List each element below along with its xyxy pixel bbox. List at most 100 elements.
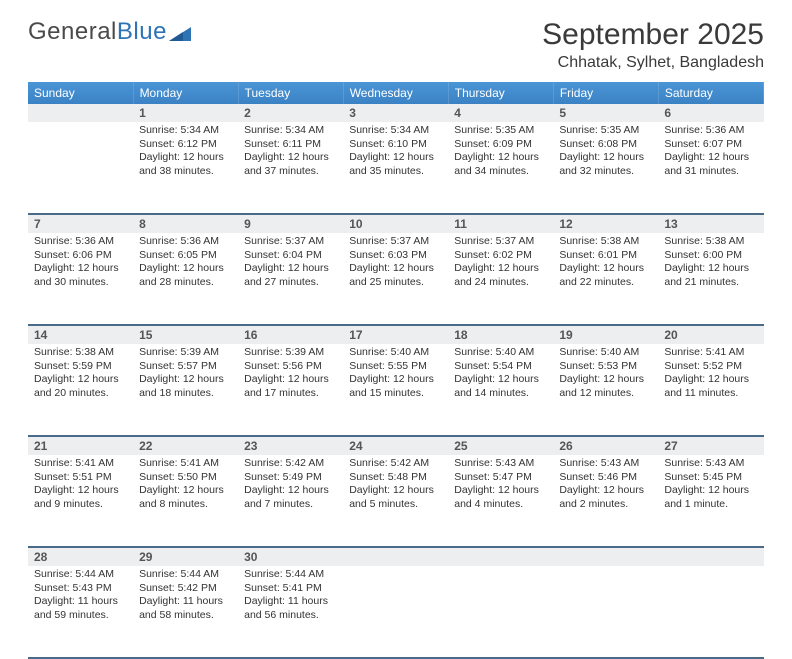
- day-number: 3: [343, 104, 448, 122]
- day-cell-content: Sunrise: 5:40 AMSunset: 5:55 PMDaylight:…: [343, 344, 448, 416]
- day-info-line: Sunrise: 5:38 AM: [34, 346, 127, 360]
- week-row: Sunrise: 5:38 AMSunset: 5:59 PMDaylight:…: [28, 344, 764, 436]
- day-header: Sunday: [28, 82, 133, 104]
- day-info-line: Daylight: 12 hours and 7 minutes.: [244, 484, 337, 511]
- day-info-line: Sunset: 6:04 PM: [244, 249, 337, 263]
- week-row: Sunrise: 5:41 AMSunset: 5:51 PMDaylight:…: [28, 455, 764, 547]
- daynum-row: 14151617181920: [28, 325, 764, 344]
- title-block: September 2025 Chhatak, Sylhet, Banglade…: [542, 18, 764, 72]
- day-cell: [658, 566, 763, 658]
- day-cell-content: Sunrise: 5:37 AMSunset: 6:03 PMDaylight:…: [343, 233, 448, 305]
- day-info-line: Sunrise: 5:42 AM: [349, 457, 442, 471]
- day-cell-content: Sunrise: 5:43 AMSunset: 5:45 PMDaylight:…: [658, 455, 763, 527]
- day-info-line: Sunset: 5:54 PM: [454, 360, 547, 374]
- day-info-line: Daylight: 12 hours and 2 minutes.: [559, 484, 652, 511]
- day-cell-content: Sunrise: 5:39 AMSunset: 5:56 PMDaylight:…: [238, 344, 343, 416]
- day-cell: Sunrise: 5:35 AMSunset: 6:09 PMDaylight:…: [448, 122, 553, 214]
- day-info-line: Sunset: 6:01 PM: [559, 249, 652, 263]
- day-info-line: Daylight: 12 hours and 14 minutes.: [454, 373, 547, 400]
- day-info-line: Sunset: 5:57 PM: [139, 360, 232, 374]
- day-info-line: Daylight: 12 hours and 20 minutes.: [34, 373, 127, 400]
- day-info-line: Sunrise: 5:40 AM: [559, 346, 652, 360]
- day-cell: Sunrise: 5:43 AMSunset: 5:47 PMDaylight:…: [448, 455, 553, 547]
- day-info-line: Daylight: 12 hours and 22 minutes.: [559, 262, 652, 289]
- day-cell-content: Sunrise: 5:36 AMSunset: 6:07 PMDaylight:…: [658, 122, 763, 194]
- day-info-line: Sunset: 6:09 PM: [454, 138, 547, 152]
- day-info-line: Daylight: 12 hours and 18 minutes.: [139, 373, 232, 400]
- day-number: 17: [343, 325, 448, 344]
- day-cell: [343, 566, 448, 658]
- day-number: 9: [238, 214, 343, 233]
- day-number: 12: [553, 214, 658, 233]
- day-info-line: Daylight: 12 hours and 5 minutes.: [349, 484, 442, 511]
- day-cell-content: Sunrise: 5:44 AMSunset: 5:42 PMDaylight:…: [133, 566, 238, 638]
- day-info-line: Sunrise: 5:37 AM: [244, 235, 337, 249]
- day-header: Saturday: [658, 82, 763, 104]
- day-cell: Sunrise: 5:42 AMSunset: 5:48 PMDaylight:…: [343, 455, 448, 547]
- day-cell-content: Sunrise: 5:36 AMSunset: 6:06 PMDaylight:…: [28, 233, 133, 305]
- day-info-line: Daylight: 12 hours and 1 minute.: [664, 484, 757, 511]
- day-info-line: Daylight: 12 hours and 27 minutes.: [244, 262, 337, 289]
- brand-part2: Blue: [117, 18, 167, 46]
- day-cell: Sunrise: 5:35 AMSunset: 6:08 PMDaylight:…: [553, 122, 658, 214]
- day-cell-content: Sunrise: 5:38 AMSunset: 6:00 PMDaylight:…: [658, 233, 763, 305]
- day-number: 26: [553, 436, 658, 455]
- day-number: 10: [343, 214, 448, 233]
- day-number: 8: [133, 214, 238, 233]
- day-info-line: Sunrise: 5:35 AM: [454, 124, 547, 138]
- day-number: 5: [553, 104, 658, 122]
- day-cell: Sunrise: 5:34 AMSunset: 6:12 PMDaylight:…: [133, 122, 238, 214]
- day-cell-content: Sunrise: 5:42 AMSunset: 5:49 PMDaylight:…: [238, 455, 343, 527]
- day-info-line: Sunrise: 5:44 AM: [244, 568, 337, 582]
- day-cell: Sunrise: 5:44 AMSunset: 5:41 PMDaylight:…: [238, 566, 343, 658]
- day-info-line: Daylight: 12 hours and 12 minutes.: [559, 373, 652, 400]
- day-cell-content: Sunrise: 5:39 AMSunset: 5:57 PMDaylight:…: [133, 344, 238, 416]
- day-info-line: Daylight: 12 hours and 28 minutes.: [139, 262, 232, 289]
- day-info-line: Sunset: 5:41 PM: [244, 582, 337, 596]
- day-cell: Sunrise: 5:37 AMSunset: 6:03 PMDaylight:…: [343, 233, 448, 325]
- day-info-line: Sunset: 6:07 PM: [664, 138, 757, 152]
- day-info-line: Daylight: 12 hours and 30 minutes.: [34, 262, 127, 289]
- day-cell: Sunrise: 5:43 AMSunset: 5:46 PMDaylight:…: [553, 455, 658, 547]
- day-cell: Sunrise: 5:36 AMSunset: 6:06 PMDaylight:…: [28, 233, 133, 325]
- day-info-line: Sunset: 6:08 PM: [559, 138, 652, 152]
- day-info-line: Sunrise: 5:38 AM: [664, 235, 757, 249]
- day-info-line: Sunrise: 5:42 AM: [244, 457, 337, 471]
- day-info-line: Sunrise: 5:41 AM: [139, 457, 232, 471]
- day-info-line: Sunrise: 5:35 AM: [559, 124, 652, 138]
- day-cell-content: Sunrise: 5:37 AMSunset: 6:04 PMDaylight:…: [238, 233, 343, 305]
- day-header: Friday: [553, 82, 658, 104]
- day-cell: Sunrise: 5:34 AMSunset: 6:11 PMDaylight:…: [238, 122, 343, 214]
- day-header: Monday: [133, 82, 238, 104]
- day-number: 2: [238, 104, 343, 122]
- day-info-line: Daylight: 11 hours and 56 minutes.: [244, 595, 337, 622]
- day-cell: Sunrise: 5:36 AMSunset: 6:05 PMDaylight:…: [133, 233, 238, 325]
- day-number: 15: [133, 325, 238, 344]
- day-info-line: Sunrise: 5:43 AM: [559, 457, 652, 471]
- day-info-line: Sunset: 6:03 PM: [349, 249, 442, 263]
- day-number: [343, 547, 448, 566]
- day-info-line: Daylight: 12 hours and 24 minutes.: [454, 262, 547, 289]
- day-number: 1: [133, 104, 238, 122]
- day-info-line: Sunrise: 5:40 AM: [349, 346, 442, 360]
- day-cell: Sunrise: 5:36 AMSunset: 6:07 PMDaylight:…: [658, 122, 763, 214]
- day-number: [553, 547, 658, 566]
- day-info-line: Sunrise: 5:34 AM: [244, 124, 337, 138]
- day-info-line: Daylight: 12 hours and 9 minutes.: [34, 484, 127, 511]
- day-info-line: Sunrise: 5:44 AM: [34, 568, 127, 582]
- day-info-line: Sunrise: 5:40 AM: [454, 346, 547, 360]
- day-number: 22: [133, 436, 238, 455]
- day-number: 23: [238, 436, 343, 455]
- day-info-line: Daylight: 12 hours and 31 minutes.: [664, 151, 757, 178]
- day-info-line: Sunset: 5:45 PM: [664, 471, 757, 485]
- day-info-line: Daylight: 12 hours and 35 minutes.: [349, 151, 442, 178]
- day-header: Wednesday: [343, 82, 448, 104]
- daynum-row: 123456: [28, 104, 764, 122]
- day-cell-content: Sunrise: 5:38 AMSunset: 5:59 PMDaylight:…: [28, 344, 133, 416]
- day-cell: [553, 566, 658, 658]
- day-cell: Sunrise: 5:44 AMSunset: 5:42 PMDaylight:…: [133, 566, 238, 658]
- day-cell-content: [658, 566, 763, 638]
- day-info-line: Sunset: 5:52 PM: [664, 360, 757, 374]
- day-number: [28, 104, 133, 122]
- daynum-row: 78910111213: [28, 214, 764, 233]
